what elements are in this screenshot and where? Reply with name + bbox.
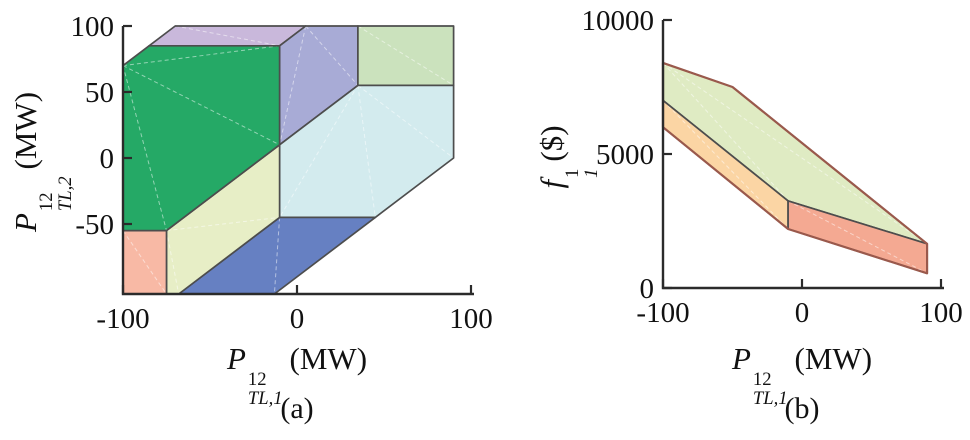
- a-x-tick-label: -100: [96, 303, 149, 335]
- region-cyan-mesh-lines: [279, 85, 454, 218]
- a-y-tick-label: 50: [85, 77, 114, 109]
- region-salmon-mesh-lines: [122, 230, 167, 295]
- region-khaki-mesh-lines: [166, 216, 280, 295]
- x-label-a-scripts: 12 TL,1: [247, 369, 283, 410]
- b-y-tick-label: 5000: [596, 139, 654, 171]
- x-label-b-scripts: 12 TL,1: [752, 369, 788, 410]
- b-x-tick-label: 100: [919, 297, 963, 329]
- region-lavender-fill: [149, 26, 306, 46]
- x-label-a-symbol: P: [226, 341, 246, 376]
- y-label-a-symbol: P: [8, 213, 43, 233]
- subplot-a: -100 0 100 100 50 0 -50: [71, 11, 493, 335]
- region-orange-band-mesh-lines: [662, 100, 789, 230]
- x-label-b-symbol: P: [731, 341, 751, 376]
- a-y-tick-label: 0: [100, 143, 115, 175]
- region-green-band-mesh-lines: [662, 62, 928, 245]
- y-label-b-symbol: f: [534, 179, 569, 189]
- b-y-tick-label: 10000: [582, 5, 655, 37]
- region-periwinkle-mesh-lines: [279, 25, 359, 145]
- caption-b: (b): [784, 392, 820, 425]
- y-axis-label-b: f 1 1 ($): [534, 77, 602, 237]
- region-green-fill: [123, 45, 280, 231]
- region-salmon-band-mesh-lines: [787, 200, 928, 274]
- caption-a: (a): [280, 392, 314, 425]
- x-axis-label-b: P 12 TL,1 (MW): [663, 341, 941, 409]
- a-x-tick-label: 100: [449, 303, 493, 335]
- y-label-a-scripts: 12 TL,2: [36, 176, 77, 212]
- region-lavender-mesh-lines: [175, 25, 280, 47]
- x-label-b-unit: (MW): [794, 341, 873, 376]
- region-khaki-fill: [166, 144, 280, 294]
- b-x-tick-label: -100: [636, 297, 689, 329]
- region-light-green-mesh-lines: [357, 25, 454, 86]
- a-x-tick-label: 0: [290, 303, 305, 335]
- a-y-tick-label: -50: [75, 209, 114, 241]
- b-y-tick-label: 0: [640, 273, 655, 305]
- region-blue-mesh-lines: [273, 217, 281, 295]
- a-y-tick-label: 100: [71, 11, 115, 43]
- x-label-a-unit: (MW): [289, 341, 368, 376]
- y-axis-label-a: P 12 TL,2 (MW): [8, 52, 76, 272]
- y-label-b-unit: ($): [534, 125, 569, 162]
- x-axis-label-a: P 12 TL,1 (MW): [123, 341, 471, 409]
- y-label-a-unit: (MW): [8, 91, 43, 170]
- b-x-tick-label: 0: [795, 297, 810, 329]
